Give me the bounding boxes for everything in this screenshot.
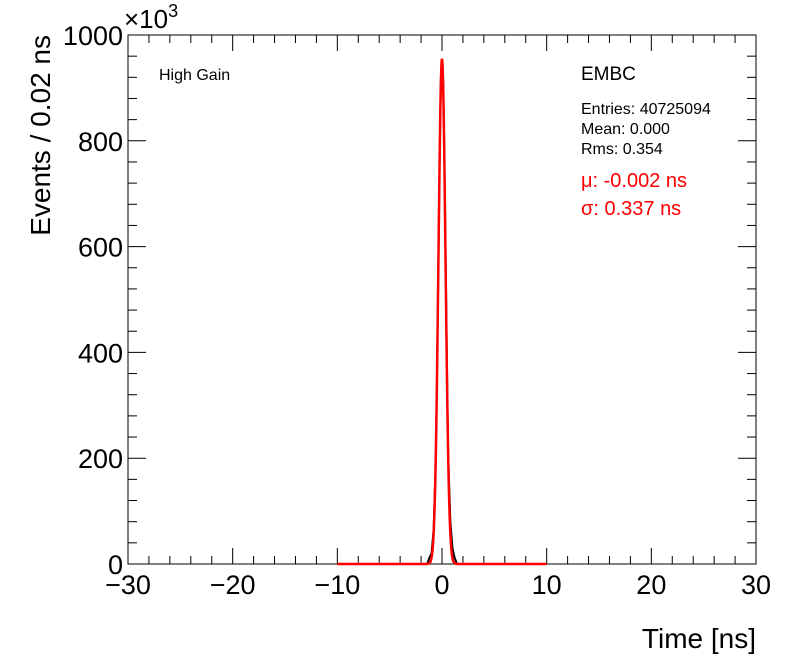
y-axis-title: Events / 0.02 ns bbox=[25, 35, 56, 236]
rms-label: Rms: 0.354 bbox=[581, 141, 663, 158]
y-multiplier-exp: 3 bbox=[168, 1, 178, 21]
x-tick-label: 30 bbox=[741, 570, 771, 600]
x-tick-label: 20 bbox=[636, 570, 666, 600]
x-tick-label: −30 bbox=[105, 570, 151, 600]
y-tick-label: 600 bbox=[78, 233, 123, 263]
histogram-series bbox=[426, 61, 458, 564]
y-tick-label: 200 bbox=[78, 444, 123, 474]
mean-label: Mean: 0.000 bbox=[581, 121, 670, 138]
y-axis: 0 200 400 600 800 1000 bbox=[63, 21, 756, 580]
entries-label: Entries: 40725094 bbox=[581, 101, 711, 118]
x-tick-label: −20 bbox=[210, 570, 256, 600]
x-axis: −30 −20 −10 0 10 20 30 bbox=[105, 35, 771, 600]
x-tick-label: 0 bbox=[434, 570, 449, 600]
fit-curve bbox=[337, 58, 547, 566]
region-label: EMBC bbox=[581, 64, 636, 85]
histogram-line bbox=[426, 61, 458, 564]
mu-label: μ: -0.002 ns bbox=[581, 170, 687, 192]
y-tick-label: 0 bbox=[108, 550, 123, 580]
y-multiplier-base: ×10 bbox=[124, 4, 168, 34]
y-tick-label: 800 bbox=[78, 127, 123, 157]
y-multiplier: ×103 bbox=[124, 1, 178, 34]
x-tick-label: 10 bbox=[532, 570, 562, 600]
x-axis-title: Time [ns] bbox=[642, 623, 756, 654]
y-tick-label: 400 bbox=[78, 338, 123, 368]
sigma-label: σ: 0.337 ns bbox=[581, 198, 681, 220]
y-tick-label: 1000 bbox=[63, 21, 123, 51]
x-tick-label: −10 bbox=[314, 570, 360, 600]
gain-label: High Gain bbox=[159, 67, 230, 84]
fit-series bbox=[337, 58, 547, 566]
